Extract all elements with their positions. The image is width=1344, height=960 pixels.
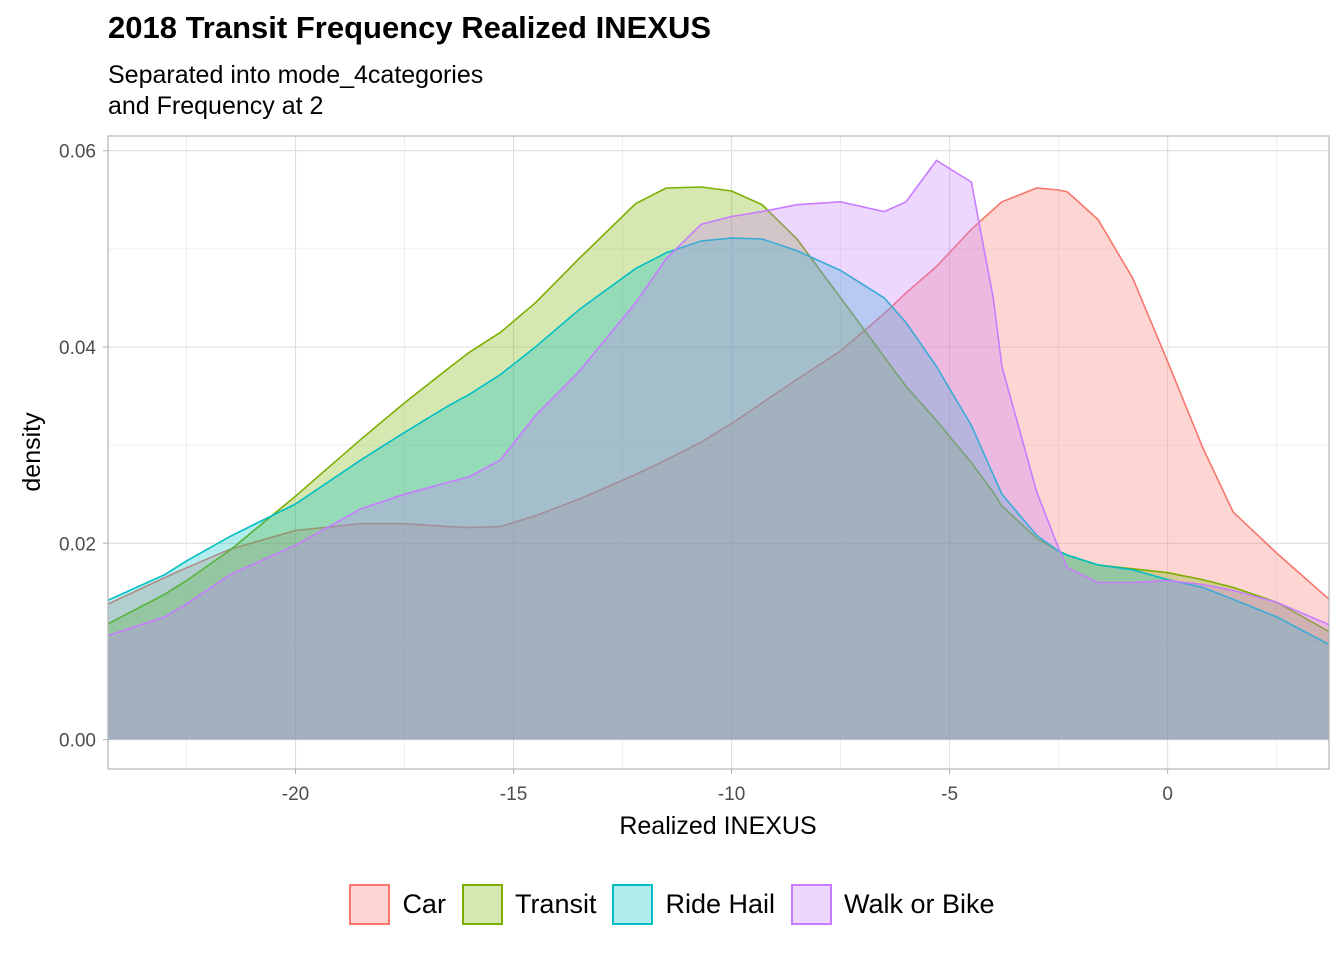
x-tick-label: 0 xyxy=(1162,784,1173,805)
legend-swatch-transit xyxy=(461,884,503,925)
legend-swatch-car xyxy=(349,884,391,925)
line-car xyxy=(107,187,1330,605)
x-tick-label: -10 xyxy=(718,784,745,805)
legend-label-ride-hail: Ride Hail xyxy=(665,889,776,919)
subtitle-line-2: and Frequency at 2 xyxy=(108,92,324,120)
grid-lines xyxy=(108,136,1329,769)
subtitle-line-1: Separated into mode_4categories xyxy=(108,61,484,89)
legend-label-walk-or-bike: Walk or Bike xyxy=(844,889,995,919)
area-car xyxy=(108,188,1329,740)
line-walk-or-bike xyxy=(107,159,1330,637)
x-tick-label: -20 xyxy=(282,784,309,805)
chart-title: 2018 Transit Frequency Realized INEXUS xyxy=(108,10,712,45)
line-ride-hail xyxy=(107,237,1330,646)
y-tick-label: 0.00 xyxy=(59,731,96,752)
legend: Car Transit Ride Hail Walk or Bike xyxy=(0,884,1344,925)
x-tick-label: -15 xyxy=(500,784,527,805)
x-tick-label: -5 xyxy=(941,784,958,805)
y-tick-label: 0.02 xyxy=(59,534,96,555)
y-tick-label: 0.04 xyxy=(59,338,96,359)
y-axis-ticks: 0.00 0.02 0.04 0.06 xyxy=(59,142,108,752)
area-transit xyxy=(108,187,1329,740)
legend-item-transit: Transit xyxy=(461,884,597,925)
legend-swatch-ride-hail xyxy=(612,884,654,925)
legend-swatch-walk-or-bike xyxy=(791,884,833,925)
panel-border xyxy=(107,135,1330,770)
y-tick-label: 0.06 xyxy=(59,142,96,163)
density-chart: -20 -15 -10 -5 0 0.00 0.02 0.04 0.06 Realized I… xyxy=(18,135,1330,840)
legend-item-walk-or-bike: Walk or Bike xyxy=(791,884,995,925)
legend-label-transit: Transit xyxy=(514,889,597,919)
area-ride-hail xyxy=(108,238,1329,740)
x-axis-label: Realized INEXUS xyxy=(619,812,816,840)
legend-item-ride-hail: Ride Hail xyxy=(612,884,775,925)
x-axis-ticks: -20 -15 -10 -5 0 xyxy=(282,769,1173,805)
area-walk-or-bike xyxy=(108,160,1329,740)
chart-subtitle: Separated into mode_4categories and Freq… xyxy=(108,60,483,122)
legend-label-car: Car xyxy=(402,889,446,919)
legend-item-car: Car xyxy=(349,884,446,925)
y-axis-label: density xyxy=(18,412,46,492)
density-areas xyxy=(107,159,1330,740)
